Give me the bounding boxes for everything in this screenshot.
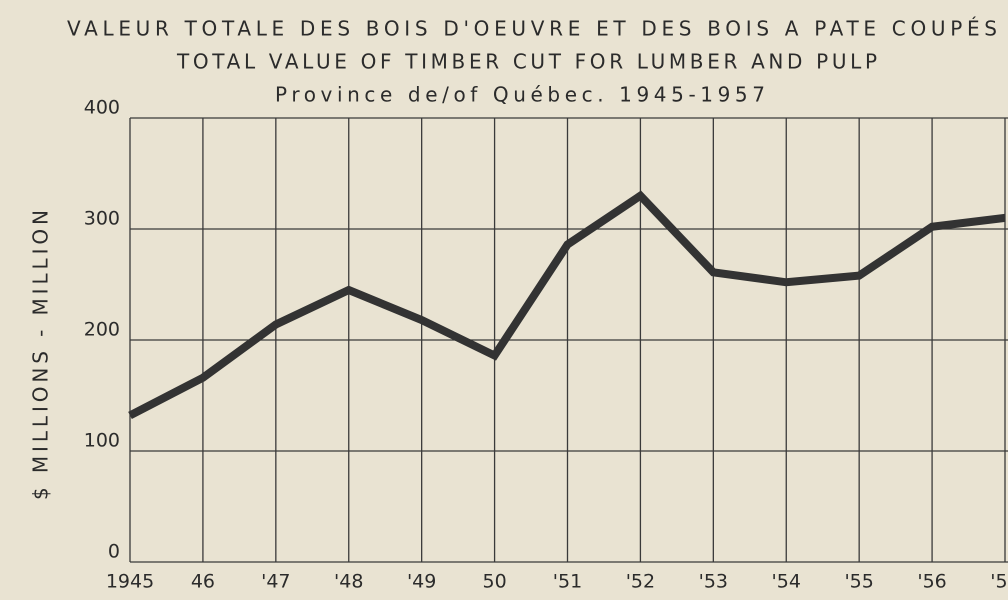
x-tick-label: 50	[482, 571, 506, 593]
x-tick-label: '49	[407, 571, 436, 593]
y-tick-label: 300	[84, 208, 120, 230]
y-tick-label: 400	[84, 97, 120, 119]
x-tick-label: 46	[191, 571, 215, 593]
chart-subtitle: Province de/of Québec. 1945-1957	[275, 83, 765, 107]
x-tick-label: '53	[699, 571, 728, 593]
chart-title: VALEUR TOTALE DES BOIS D'OEUVRE ET DES B…	[67, 17, 997, 41]
x-tick-label: '57	[990, 571, 1008, 593]
x-tick-label: '47	[261, 571, 290, 593]
x-tick-label: 1945	[106, 571, 154, 593]
chart-subtitle: TOTAL VALUE OF TIMBER CUT FOR LUMBER AND…	[176, 50, 877, 74]
y-tick-label: 0	[108, 541, 120, 563]
x-tick-label: '48	[334, 571, 363, 593]
y-tick-label: 200	[84, 319, 120, 341]
x-tick-label: '55	[844, 571, 873, 593]
y-tick-label: 100	[84, 430, 120, 452]
x-tick-label: '54	[772, 571, 801, 593]
x-tick-label: '51	[553, 571, 582, 593]
data-line	[128, 190, 1006, 420]
x-tick-label: '52	[626, 571, 655, 593]
x-tick-label: '56	[917, 571, 946, 593]
y-axis-label: $ MILLIONS - MILLION	[29, 210, 53, 500]
